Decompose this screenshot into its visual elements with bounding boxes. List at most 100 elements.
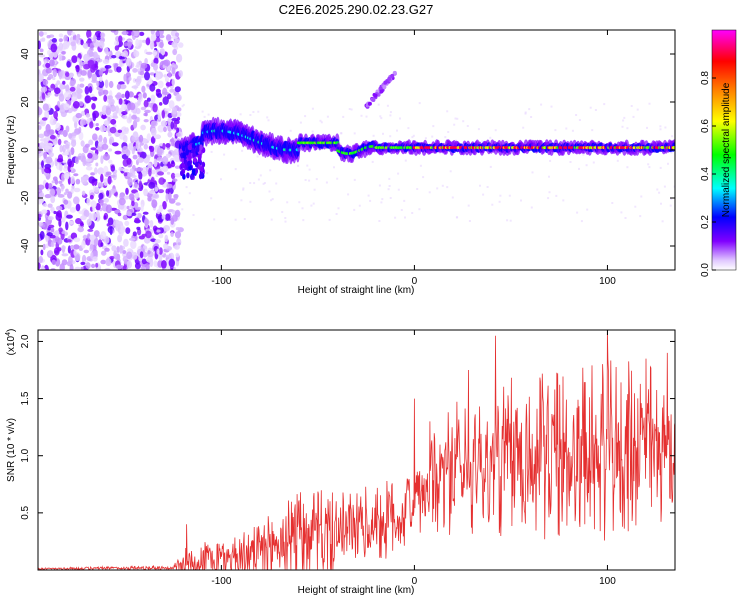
x-tick-label: 0: [412, 276, 418, 287]
heatmap-cell: [489, 136, 492, 139]
heatmap-cell: [68, 255, 73, 265]
heatmap-cell: [108, 80, 114, 89]
heatmap-cell: [578, 119, 581, 121]
heatmap-cell: [171, 78, 175, 86]
heatmap-cell: [360, 114, 363, 117]
heatmap-cell: [82, 234, 88, 240]
heatmap-cell: [82, 42, 88, 49]
heatmap-cell: [165, 34, 172, 41]
heatmap-cell: [82, 158, 86, 167]
heatmap-cell: [284, 220, 287, 223]
heatmap-cell: [65, 221, 69, 231]
snr-scale-prefix: (x10: [6, 335, 17, 355]
heatmap-cell: [249, 182, 252, 184]
heatmap-cell: [262, 182, 265, 185]
heatmap-cell: [83, 61, 88, 65]
snr-background: [38, 330, 675, 570]
colorbar-ticks: 0.0 0.2 0.4 0.6 0.8: [700, 71, 716, 277]
heatmap-cell: [158, 177, 165, 185]
heatmap-cell: [164, 76, 170, 83]
heatmap-cell: [122, 168, 129, 172]
heatmap-cell: [58, 93, 65, 102]
heatmap-cell: [138, 39, 143, 45]
colorbar-label: Normalized spectral amplitude: [721, 82, 732, 217]
heatmap-cell: [72, 101, 80, 109]
heatmap-cell: [41, 209, 48, 214]
heatmap-cell: [152, 103, 158, 113]
heatmap-cell: [252, 111, 255, 113]
heatmap-cell: [49, 134, 56, 140]
heatmap-cell: [149, 258, 154, 267]
heatmap-cell: [105, 258, 112, 267]
heatmap-cell: [145, 37, 151, 46]
heatmap-cell: [77, 73, 81, 78]
heatmap-cell: [75, 203, 81, 212]
heatmap-cell: [308, 168, 311, 171]
heatmap-cell: [103, 198, 109, 203]
heatmap-cell: [158, 233, 164, 239]
heatmap-cell: [56, 80, 61, 85]
heatmap-cell: [103, 127, 109, 132]
heatmap-cell: [165, 213, 171, 221]
heatmap-cell: [108, 69, 113, 73]
heatmap-cell: [623, 116, 626, 119]
heatmap-cell: [110, 188, 117, 193]
heatmap-cell: [181, 105, 184, 108]
heatmap-cell: [172, 48, 178, 56]
heatmap-cell: [123, 135, 128, 143]
heatmap-cell: [336, 177, 339, 180]
heatmap-cell: [93, 237, 99, 247]
heatmap-cell: [171, 41, 178, 48]
heatmap-cell: [89, 194, 94, 200]
heatmap-cell: [75, 112, 83, 119]
heatmap-cell: [520, 199, 522, 202]
heatmap-cell: [85, 262, 91, 269]
heatmap-cell: [80, 266, 85, 270]
heatmap-cell: [243, 218, 246, 220]
heatmap-cell: [630, 105, 633, 107]
heatmap-cell: [40, 249, 44, 256]
heatmap-cell: [123, 238, 129, 247]
heatmap-cell: [479, 184, 481, 187]
heatmap-cell: [418, 102, 421, 105]
heatmap-cell: [130, 240, 137, 250]
heatmap-cell: [161, 214, 166, 220]
heatmap-cell: [125, 57, 132, 67]
heatmap-cell: [477, 128, 480, 131]
heatmap-cell: [383, 80, 388, 85]
heatmap-cell: [176, 127, 180, 133]
heatmap-cell: [99, 69, 104, 75]
heatmap-cell: [56, 158, 64, 163]
heatmap-cell: [540, 103, 543, 106]
heatmap-cell: [150, 127, 157, 137]
snr-scale-exponent: 4: [5, 332, 12, 336]
heatmap-cell: [659, 128, 662, 131]
heatmap-cell: [95, 203, 101, 211]
heatmap-cell: [75, 64, 80, 73]
heatmap-cell: [38, 133, 45, 139]
heatmap-cell: [111, 245, 117, 252]
heatmap-cell: [659, 166, 662, 169]
heatmap-cell: [646, 126, 648, 129]
heatmap-cell: [132, 154, 138, 160]
heatmap-cell: [182, 152, 186, 159]
heatmap-cell: [210, 150, 213, 153]
heatmap-cell: [43, 130, 50, 137]
heatmap-cell: [302, 219, 305, 222]
figure-title: C2E6.2025.290.02.23.G27: [279, 2, 434, 17]
heatmap-cell: [70, 166, 74, 171]
heatmap-cell: [159, 34, 165, 39]
heatmap-cell: [154, 159, 158, 165]
heatmap-cell: [100, 173, 104, 183]
heatmap-cell: [575, 114, 578, 116]
heatmap-cell: [56, 205, 63, 211]
heatmap-cell: [389, 114, 392, 117]
heatmap-cell: [165, 193, 169, 202]
svg-text:(x104): (x104): [5, 329, 17, 356]
heatmap-cell: [118, 35, 123, 43]
heatmap-cell: [269, 169, 272, 172]
heatmap-cell: [281, 211, 284, 213]
heatmap-cell: [114, 94, 121, 99]
heatmap-cell: [53, 118, 57, 124]
heatmap-cell: [242, 188, 245, 191]
